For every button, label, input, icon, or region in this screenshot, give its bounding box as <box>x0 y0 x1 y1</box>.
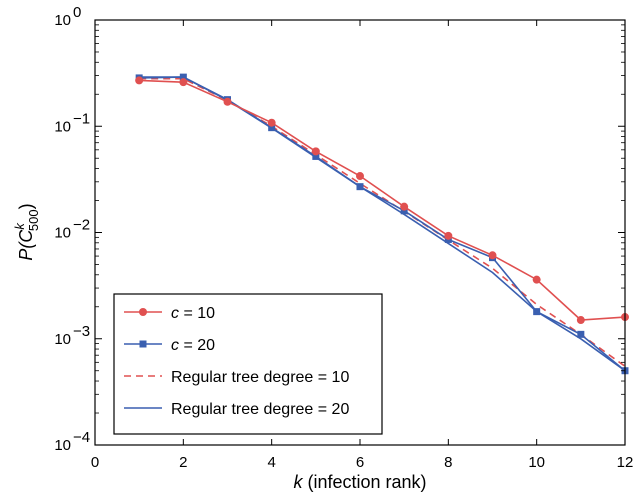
legend-label-3: Regular tree degree = 20 <box>171 401 349 418</box>
series-line-1 <box>139 76 626 372</box>
x-ticks: 0 2 4 6 8 10 12 <box>91 20 634 471</box>
y-tick-label-exponent: 0 <box>73 4 81 21</box>
series-1-point <box>356 183 364 191</box>
y-tick-label: 10 <box>54 118 71 135</box>
x-tick-label: 2 <box>179 454 187 471</box>
y-tick-label: 10 <box>54 331 71 348</box>
series-0-point <box>400 202 409 211</box>
y-tick-label-exponent: −3 <box>73 323 90 340</box>
legend-label-var: c <box>171 337 179 354</box>
legend-label-text: Regular tree degree = 20 <box>171 401 349 418</box>
legend-marker-0 <box>139 308 147 316</box>
legend-label-text: = 10 <box>179 305 215 322</box>
series-0-point <box>356 172 364 181</box>
series-0-point <box>179 78 188 87</box>
x-tick-label: 6 <box>356 454 364 471</box>
series-0-point <box>135 76 144 85</box>
x-axis-label-text: (infection rank) <box>302 472 426 492</box>
x-tick-label: 4 <box>267 454 275 471</box>
y-axis-label-post: ) <box>16 203 36 209</box>
y-tick-label: 10 <box>54 225 71 242</box>
series-0-point <box>223 97 232 106</box>
legend-label-text: Regular tree degree = 10 <box>171 369 349 386</box>
series-1-point <box>400 207 408 215</box>
legend-label-text: = 20 <box>179 337 215 354</box>
series-1-point <box>533 308 541 316</box>
y-axis-label: P(Ck500) <box>12 203 41 260</box>
y-tick-label: 10 <box>54 437 71 454</box>
legend-box <box>113 293 383 435</box>
y-axis-label-sub: 500 <box>26 209 41 231</box>
legend-label-1: c = 20 <box>171 337 215 354</box>
x-tick-label: 8 <box>444 454 452 471</box>
legend-label-var: c <box>171 305 179 322</box>
x-tick-label: 10 <box>528 454 545 471</box>
x-tick-label: 12 <box>617 454 634 471</box>
legend-label-2: Regular tree degree = 10 <box>171 369 349 386</box>
y-tick-label: 10 <box>54 12 71 29</box>
x-axis-label: k (infection rank) <box>293 472 426 492</box>
series-0-point <box>532 275 541 284</box>
y-tick-label-exponent: −2 <box>73 217 90 234</box>
series-1-point <box>312 152 320 160</box>
series-1-point <box>268 124 276 132</box>
series-0-point <box>267 118 276 127</box>
legend-marker-1 <box>139 340 147 348</box>
series-0-point <box>576 316 585 325</box>
y-axis-label-sup: k <box>12 222 27 230</box>
x-axis-label-var: k <box>293 472 303 492</box>
y-tick-label-exponent: −4 <box>73 429 90 446</box>
series-0-point <box>488 251 497 260</box>
series-1-point <box>179 73 187 81</box>
series-0-point <box>311 147 320 156</box>
y-axis-label-pre: P(C <box>16 229 36 261</box>
series-line-0 <box>139 79 626 321</box>
y-tick-label-exponent: −1 <box>73 110 90 127</box>
series-1-point <box>577 330 585 338</box>
series-0-point <box>444 231 453 240</box>
series-layer <box>135 73 629 375</box>
legend-label-0: c = 10 <box>171 305 215 322</box>
x-tick-label: 0 <box>91 454 99 471</box>
